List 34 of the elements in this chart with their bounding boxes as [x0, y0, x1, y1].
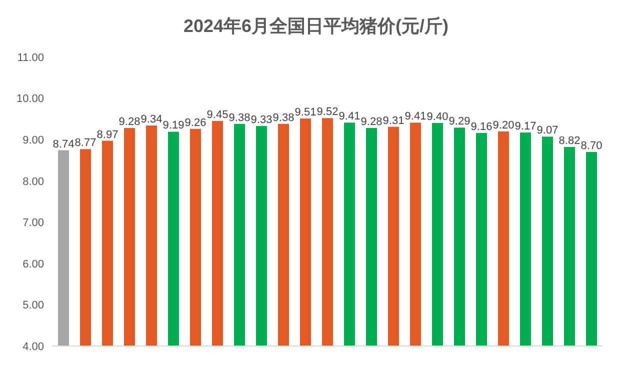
- data-label: 9.45: [206, 108, 228, 121]
- data-label: 9.40: [426, 111, 448, 124]
- chart-title: 2024年6月全国日平均猪价(元/斤): [182, 15, 450, 38]
- data-label: 9.07: [536, 124, 558, 137]
- data-label: 8.70: [580, 140, 602, 152]
- data-label: 8.97: [96, 128, 118, 141]
- data-label: 9.20: [492, 119, 514, 132]
- data-label: 9.28: [360, 116, 382, 128]
- data-label: 8.77: [74, 137, 96, 150]
- y-tick-label: 8.00: [22, 176, 44, 188]
- data-label: 9.33: [250, 114, 272, 126]
- data-label: 9.38: [272, 112, 294, 124]
- data-label: 9.19: [162, 120, 184, 132]
- data-label: 9.52: [316, 106, 338, 118]
- data-label: 9.31: [382, 114, 404, 127]
- y-tick-label: 4.00: [22, 340, 44, 353]
- data-label: 9.38: [228, 112, 250, 124]
- data-label: 9.51: [294, 106, 316, 119]
- y-tick-label: 6.00: [22, 258, 44, 270]
- data-label: 8.82: [558, 135, 580, 148]
- data-label: 9.16: [470, 120, 492, 133]
- data-label: 9.34: [140, 114, 162, 126]
- y-tick-label: 10.00: [16, 93, 44, 106]
- data-label: 8.74: [52, 138, 74, 150]
- data-label: 9.29: [448, 116, 470, 128]
- data-label: 9.28: [118, 116, 140, 128]
- y-tick-label: 5.00: [22, 300, 44, 312]
- data-label: 9.41: [338, 110, 360, 123]
- data-label: 9.26: [184, 116, 206, 129]
- data-label: 9.41: [404, 110, 426, 123]
- y-tick-label: 9.00: [22, 134, 44, 146]
- y-tick-label: 11.00: [17, 52, 44, 64]
- data-label: 9.17: [514, 120, 536, 133]
- y-tick-label: 7.00: [22, 217, 44, 230]
